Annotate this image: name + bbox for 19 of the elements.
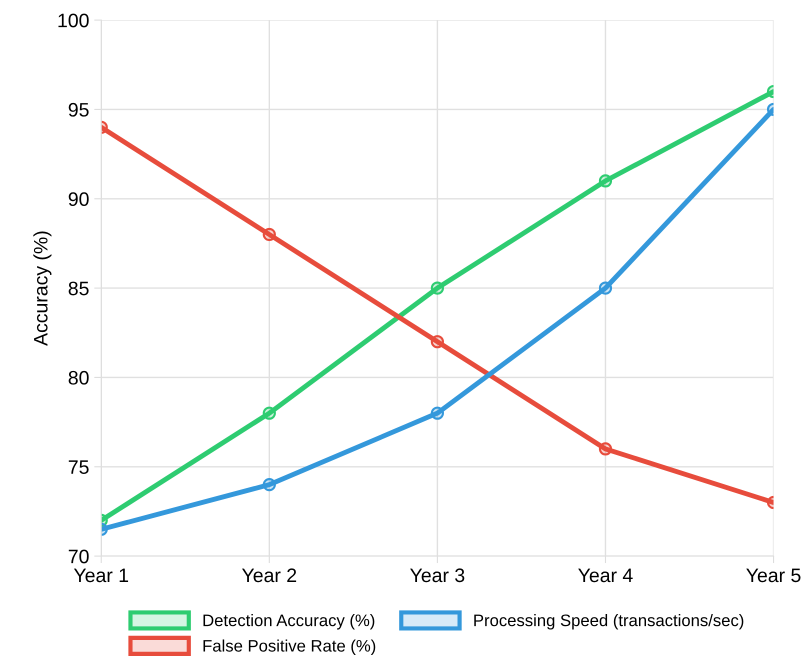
- y-tick-label: 85: [68, 282, 89, 296]
- x-tick-label: Year 4: [578, 568, 633, 582]
- y-tick-label: 90: [68, 192, 89, 206]
- point: [430, 335, 444, 348]
- x-tick-label: Year 5: [746, 568, 800, 582]
- point: [430, 282, 444, 295]
- y-tick-label: 75: [68, 460, 89, 474]
- legend-label: Detection Accuracy (%): [204, 614, 374, 630]
- x-tick-label: Year 2: [242, 568, 296, 582]
- y-tick-label: 100: [58, 14, 89, 28]
- y-tick-label: 95: [68, 102, 89, 117]
- point: [430, 406, 444, 420]
- legend-label: False Positive Rate (%): [204, 639, 376, 655]
- y-axis-title: Accuracy (%): [33, 232, 52, 346]
- x-tick-label: Year 1: [74, 568, 128, 582]
- legend-label: Processing Speed (transactions/sec): [474, 614, 744, 630]
- x-tick-label: Year 3: [410, 568, 464, 582]
- y-tick-label: 80: [68, 370, 89, 385]
- y-tick-label: 70: [68, 550, 89, 564]
